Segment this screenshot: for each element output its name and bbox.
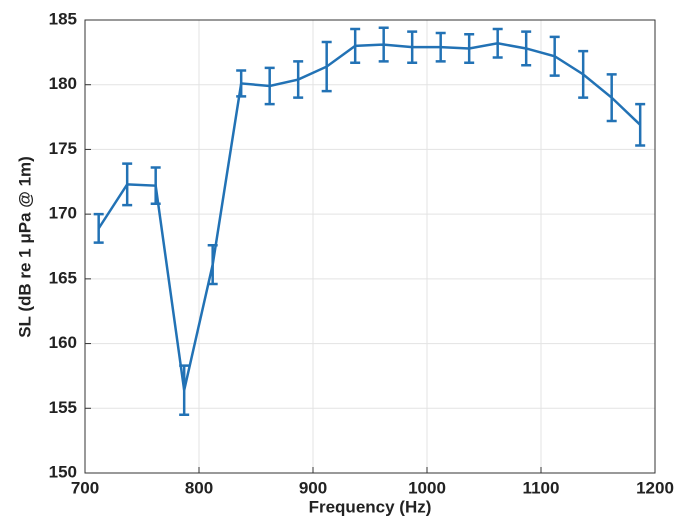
error-bar — [179, 364, 190, 417]
error-bar — [492, 27, 503, 59]
x-tick-label: 1200 — [636, 478, 674, 497]
y-tick-label: 160 — [49, 333, 77, 352]
error-bar — [321, 40, 332, 93]
error-bar — [264, 66, 275, 106]
error-bar — [435, 31, 446, 63]
y-tick-label: 180 — [49, 74, 77, 93]
error-bar — [122, 162, 133, 207]
error-bar — [606, 73, 617, 123]
y-tick-label: 155 — [49, 398, 77, 417]
error-bar — [293, 60, 304, 99]
y-tick-label: 150 — [49, 462, 77, 481]
error-bar — [207, 243, 218, 286]
plot-frame — [84, 19, 656, 474]
error-bar — [378, 26, 389, 63]
error-bar — [236, 69, 247, 98]
x-tick-label: 800 — [185, 478, 213, 497]
error-bar — [521, 30, 532, 67]
error-bar — [407, 30, 418, 64]
error-bar — [350, 27, 361, 64]
x-axis-label: Frequency (Hz) — [309, 497, 432, 516]
error-bar — [578, 49, 589, 99]
x-tick-label: 700 — [71, 478, 99, 497]
y-tick-label: 175 — [49, 139, 77, 158]
data-line — [97, 42, 642, 391]
y-axis-label: SL (dB re 1 μPa @ 1m) — [15, 156, 34, 338]
x-tick-label: 1100 — [523, 478, 560, 497]
error-bar — [150, 166, 161, 206]
y-tick-label: 170 — [49, 204, 77, 223]
error-bar — [635, 102, 646, 147]
error-bar — [464, 32, 475, 64]
x-tick-label: 1000 — [408, 478, 446, 497]
error-bar — [93, 212, 104, 244]
y-tick-label: 185 — [49, 9, 77, 28]
y-tick-label: 165 — [49, 268, 77, 287]
x-tick-label: 900 — [299, 478, 327, 497]
error-bar — [549, 35, 560, 77]
